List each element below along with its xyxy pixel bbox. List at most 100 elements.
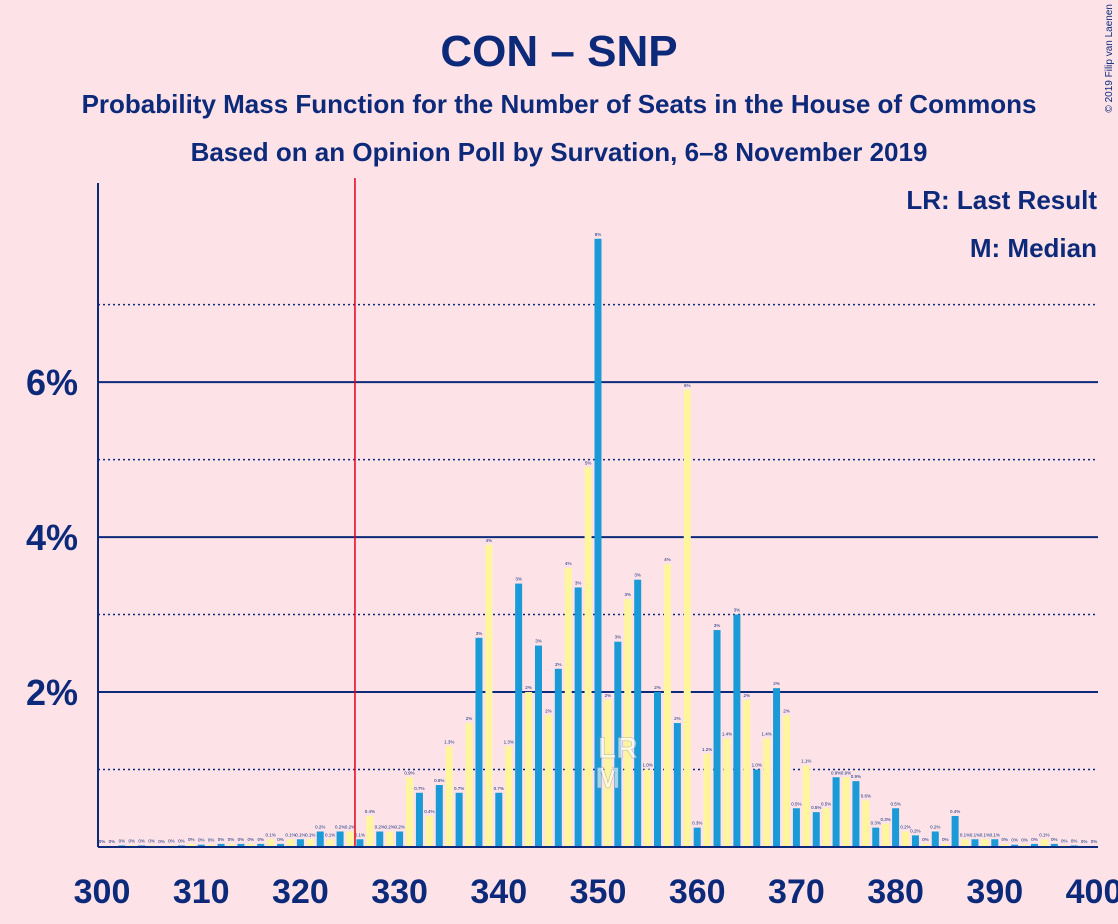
bar xyxy=(743,699,751,847)
bar xyxy=(1050,843,1058,847)
value-label: 0% xyxy=(178,838,185,843)
bar xyxy=(703,754,711,847)
marker-label: LR xyxy=(598,732,638,765)
value-label: 0.1% xyxy=(990,832,1000,837)
value-label: 0.2% xyxy=(394,825,404,830)
value-label: 0.2% xyxy=(375,825,385,830)
bar xyxy=(505,746,513,847)
value-label: 2% xyxy=(744,693,751,698)
value-label: 2% xyxy=(674,716,681,721)
value-label: 2% xyxy=(773,681,780,686)
value-label: 0% xyxy=(158,839,165,844)
bar xyxy=(941,843,949,847)
value-label: 0.2% xyxy=(345,825,355,830)
bar xyxy=(782,715,790,847)
value-label: 3% xyxy=(634,573,641,578)
value-label: 2% xyxy=(545,708,552,713)
bar xyxy=(792,808,800,847)
bar xyxy=(1001,843,1009,847)
value-label: 0% xyxy=(1081,839,1088,844)
bar xyxy=(257,843,265,847)
y-tick-label: 6% xyxy=(26,362,78,403)
value-label: 0% xyxy=(198,838,205,843)
bar xyxy=(673,723,681,847)
bar xyxy=(376,831,384,847)
value-label: 2% xyxy=(466,716,473,721)
value-label: 0.2% xyxy=(930,825,940,830)
bar xyxy=(515,583,523,847)
value-label: 2% xyxy=(605,693,612,698)
bar xyxy=(574,587,582,847)
bar xyxy=(862,800,870,847)
value-label: 0% xyxy=(109,839,116,844)
value-label: 0% xyxy=(218,837,225,842)
bar xyxy=(197,844,205,847)
bar xyxy=(386,831,394,847)
value-label: 0.5% xyxy=(890,801,900,806)
value-label: 0.1% xyxy=(266,832,276,837)
bar xyxy=(802,765,810,847)
value-label: 3% xyxy=(535,639,542,644)
x-tick-label: 300 xyxy=(74,873,131,911)
value-label: 0% xyxy=(1051,837,1058,842)
bar xyxy=(396,831,404,847)
x-tick-label: 320 xyxy=(272,873,329,911)
bar xyxy=(634,579,642,847)
value-label: 0% xyxy=(257,837,264,842)
bar xyxy=(485,544,493,847)
bar xyxy=(346,831,354,847)
value-label: 0% xyxy=(942,837,949,842)
value-label: 0% xyxy=(277,837,284,842)
value-label: 0.1% xyxy=(1039,832,1049,837)
x-tick-label: 400 xyxy=(1066,873,1118,911)
bar xyxy=(594,238,602,848)
value-label: 0.3% xyxy=(881,817,891,822)
value-label: 2% xyxy=(525,685,532,690)
bar xyxy=(892,808,900,847)
value-label: 0.5% xyxy=(821,801,831,806)
bar xyxy=(336,831,344,847)
value-label: 1.3% xyxy=(504,739,514,744)
value-label: 0.9% xyxy=(404,770,414,775)
bar xyxy=(614,641,622,847)
marker-label: M xyxy=(595,762,620,795)
value-label: 0% xyxy=(1011,838,1018,843)
value-label: 0.9% xyxy=(841,770,851,775)
value-label: 5% xyxy=(585,460,592,465)
value-label: 0% xyxy=(248,837,255,842)
bar xyxy=(852,781,860,847)
value-label: 0.1% xyxy=(980,832,990,837)
bar xyxy=(693,827,701,847)
bar xyxy=(663,564,671,847)
bar xyxy=(931,831,939,847)
x-tick-label: 360 xyxy=(669,873,726,911)
value-label: 0.9% xyxy=(851,774,861,779)
value-label: 3% xyxy=(515,577,522,582)
value-label: 1.1% xyxy=(801,759,811,764)
value-label: 8% xyxy=(595,232,602,237)
bar xyxy=(227,843,235,847)
bar xyxy=(187,843,195,847)
value-label: 0% xyxy=(188,837,195,842)
bar xyxy=(902,831,910,847)
value-label: 0.2% xyxy=(385,825,395,830)
bar xyxy=(415,792,423,847)
value-label: 3% xyxy=(615,635,622,640)
bar xyxy=(406,777,414,847)
bar xyxy=(356,839,364,847)
bar xyxy=(277,843,285,847)
x-tick-label: 380 xyxy=(867,873,924,911)
bar xyxy=(455,792,463,847)
bar xyxy=(773,688,781,847)
bar xyxy=(733,614,741,847)
value-label: 0.2% xyxy=(910,828,920,833)
bar xyxy=(465,723,473,847)
bar xyxy=(306,839,314,847)
value-label: 1.0% xyxy=(752,763,762,768)
bar xyxy=(683,389,691,847)
value-label: 0.7% xyxy=(494,786,504,791)
value-label: 0% xyxy=(238,837,245,842)
value-label: 0.7% xyxy=(454,786,464,791)
value-label: 0.1% xyxy=(295,832,305,837)
value-label: 0.4% xyxy=(365,809,375,814)
